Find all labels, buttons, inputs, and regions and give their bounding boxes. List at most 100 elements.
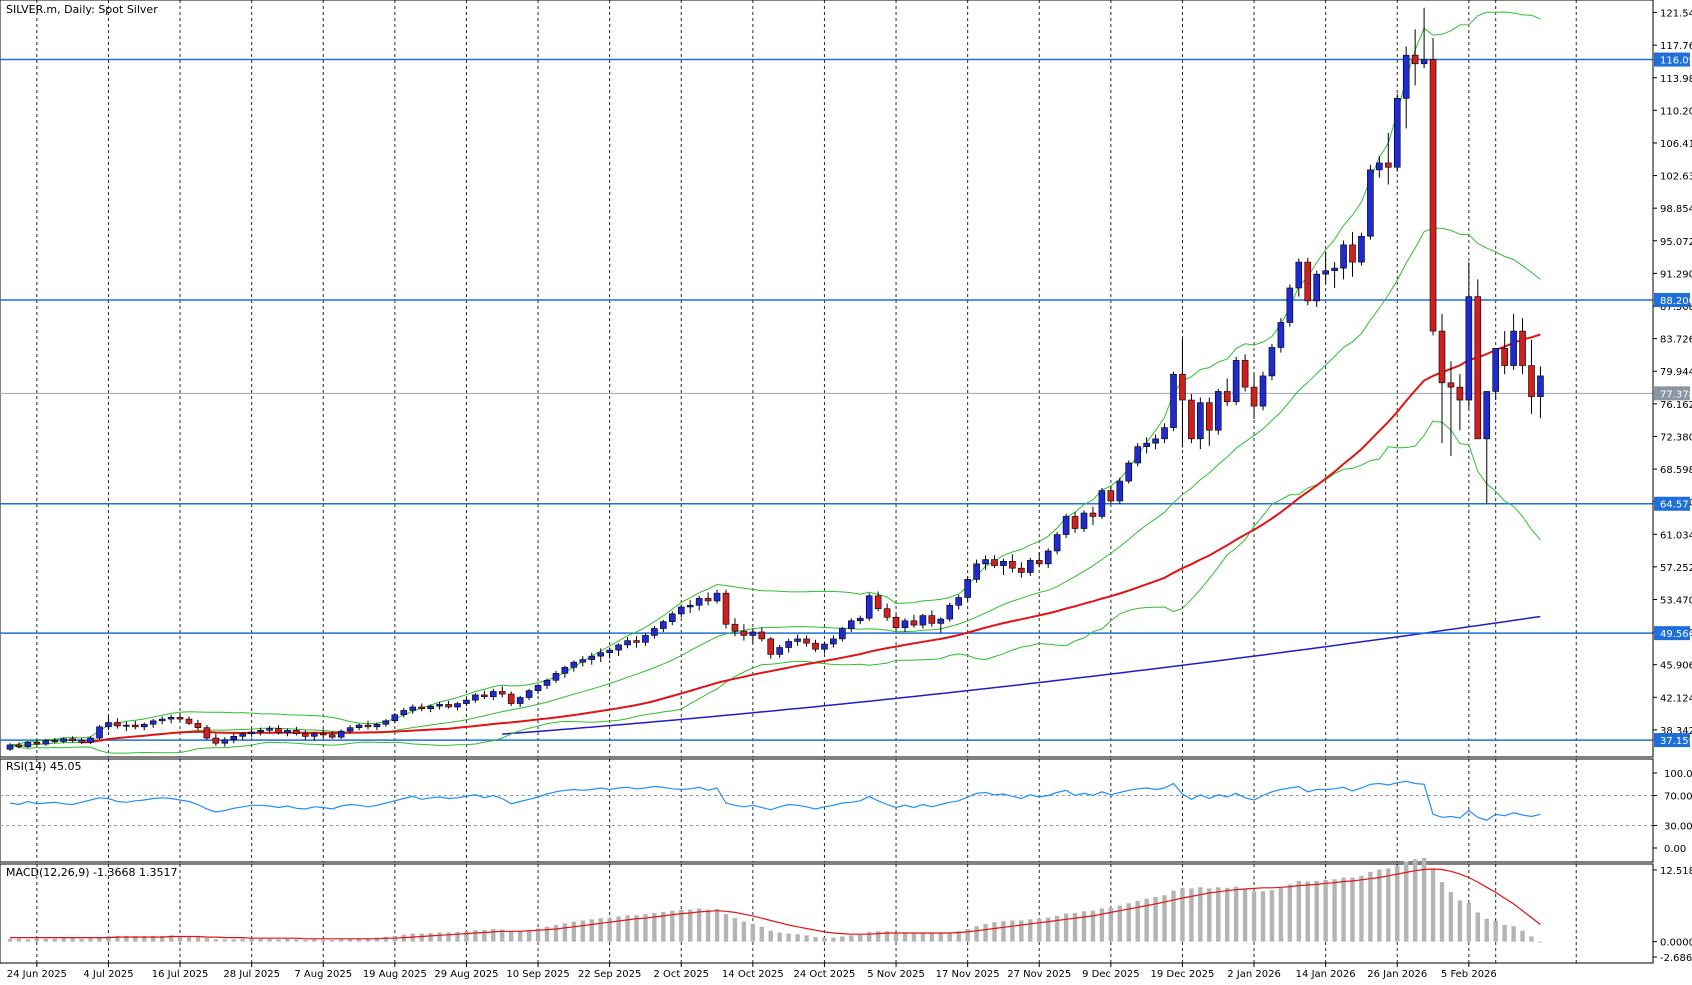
candle-bull-body <box>391 714 399 722</box>
macd-bar <box>312 939 317 942</box>
candle <box>1214 388 1222 435</box>
macd-bar <box>750 923 756 942</box>
candle <box>1456 374 1464 431</box>
time-tick-label: 28 Jul 2025 <box>223 969 280 980</box>
candle <box>1107 486 1115 504</box>
macd-histogram <box>7 858 1543 943</box>
candle <box>51 738 59 744</box>
candle-bull-body <box>382 720 390 725</box>
candle <box>1098 487 1106 520</box>
candle <box>570 660 578 672</box>
price-tick-label: 98.854 <box>1660 204 1692 215</box>
macd-bar <box>929 933 935 942</box>
macd-bar <box>849 935 854 942</box>
macd-bar <box>714 909 720 942</box>
time-tick-label: 10 Sep 2025 <box>506 969 569 980</box>
candle <box>1501 331 1508 375</box>
candle-bull-body <box>105 722 112 728</box>
candle <box>1206 397 1213 446</box>
candle <box>149 719 157 728</box>
macd-bar <box>482 930 487 942</box>
macd-bar <box>1287 884 1293 942</box>
candle <box>543 678 551 689</box>
macd-bar <box>1117 905 1122 942</box>
candle <box>812 639 819 652</box>
macd-bar <box>1001 921 1006 942</box>
macd-bar <box>813 937 818 942</box>
candle <box>1170 371 1177 432</box>
candle-bear-body <box>928 615 936 624</box>
macd-bar <box>1332 879 1337 942</box>
rsi-vertical-grid <box>36 759 1577 862</box>
candle-bull-body <box>1062 516 1070 535</box>
candle-bull-body <box>230 736 238 741</box>
candle <box>1062 513 1070 539</box>
candle-bear-body <box>1188 399 1195 440</box>
time-axis[interactable]: 24 Jun 2025 4 Jul 2025 16 Jul 2025 28 Jul 2… <box>0 962 1653 980</box>
rsi-tick-label: 70.00 <box>1664 792 1692 803</box>
candle <box>337 729 345 739</box>
price-pane[interactable]: SILVER.m, Daily: Spot Silver <box>0 0 1654 758</box>
price-level-label: 37.159 <box>1660 736 1692 747</box>
macd-bar <box>330 939 335 942</box>
candle <box>1009 554 1016 573</box>
price-tick-label: 95.072 <box>1660 237 1692 248</box>
price-tick-label: 83.726 <box>1660 335 1692 346</box>
macd-bar <box>893 932 899 942</box>
macd-bar <box>1314 880 1319 942</box>
candle <box>1197 397 1204 450</box>
candle-bull-body <box>597 652 605 657</box>
candle-bull-body <box>1152 438 1159 444</box>
candle <box>642 632 649 646</box>
candle-bull-body <box>1161 427 1168 440</box>
macd-bar <box>741 921 747 942</box>
price-level-tag <box>1654 733 1690 748</box>
macd-bar <box>1099 908 1105 942</box>
candle-bull-body <box>239 733 246 737</box>
macd-bar <box>1421 858 1427 942</box>
candle-bull-body <box>856 617 864 622</box>
candle-bull-body <box>1358 235 1365 263</box>
price-level-label: 88.206 <box>1660 296 1692 307</box>
macd-bar <box>52 938 57 942</box>
price-level-tag <box>1654 292 1690 307</box>
candle <box>1053 531 1061 555</box>
price-tick-label: 57.252 <box>1660 563 1692 574</box>
macd-bar <box>1010 920 1015 942</box>
macd-bar <box>70 938 75 942</box>
macd-bar <box>1207 888 1212 942</box>
candle-bear-body <box>1501 348 1508 366</box>
macd-bar <box>670 910 675 942</box>
candle-bull-body <box>1259 375 1267 407</box>
candle-bull-body <box>588 655 596 660</box>
price-tick-label: 102.636 <box>1660 172 1692 183</box>
horizontal-levels[interactable] <box>0 58 1653 741</box>
price-axis[interactable]: 121.546 117.764 113.982 110.200 106.418 102.6… <box>1652 0 1692 757</box>
rsi-axis[interactable]: 100.00 70.00 30.00 0.00 <box>1652 759 1692 862</box>
candle-bear-body <box>1304 261 1312 302</box>
candle-bull-body <box>489 691 497 697</box>
candle <box>794 634 801 646</box>
candle <box>1510 313 1517 370</box>
candle <box>1089 506 1097 526</box>
price-level-tag <box>1654 626 1690 641</box>
candle <box>194 719 202 731</box>
candle-bull-body <box>830 638 837 645</box>
candle <box>1179 337 1186 448</box>
macd-bar <box>1189 888 1194 942</box>
candle-bear-body <box>1018 567 1025 573</box>
candle <box>498 686 506 698</box>
macd-bar <box>1108 907 1114 942</box>
candle <box>615 643 622 657</box>
candle-bull-body <box>60 738 68 742</box>
candle-bear-body <box>1519 330 1526 366</box>
candle-bear-body <box>275 728 282 734</box>
candle-bull-body <box>606 649 613 653</box>
macd-bar <box>965 929 970 942</box>
macd-bar <box>1430 869 1436 942</box>
rsi-pane[interactable]: RSI(14) 45.05 <box>0 758 1654 863</box>
candle <box>1241 354 1249 392</box>
candle <box>1304 257 1312 306</box>
